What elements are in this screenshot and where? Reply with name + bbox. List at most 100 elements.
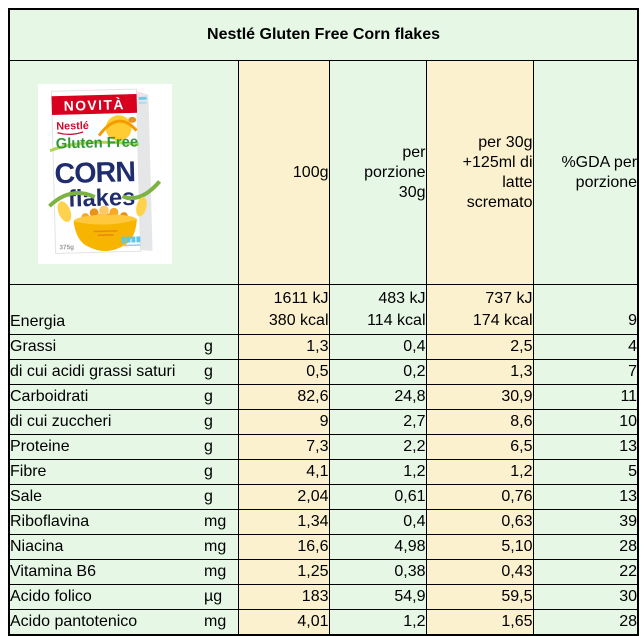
nutrient-label: Riboflavina mg (8, 509, 239, 535)
nutrient-row-carboidrati: Carboidrati g 82,6 24,8 30,9 11 (8, 384, 639, 410)
nutrient-row-grassi: Grassi g 1,3 0,4 2,5 4 (8, 334, 639, 360)
value-portion: 4,98 (328, 534, 427, 560)
nutrient-label: Carboidrati g (8, 384, 239, 410)
value-100g: 9 (237, 409, 330, 435)
value-gda: 7 (532, 359, 639, 385)
value-100g: 4,01 (237, 609, 330, 636)
cereal-bowl-illustration (73, 214, 137, 252)
nutrient-unit: mg (204, 563, 227, 580)
nutrient-name: Proteine (10, 438, 70, 455)
value-portion-milk: 59,5 (425, 584, 534, 610)
value-gda: 10 (532, 409, 639, 435)
value-portion: 1,2 (328, 609, 427, 636)
nutrition-table: Nestlé Gluten Free Corn flakes (8, 8, 640, 636)
product-image-cell: NOVITÀ Nestlé Gluten Free CORN flak (8, 60, 239, 285)
value-portion-milk: 0,43 (425, 559, 534, 585)
nutrient-name: Energia (10, 313, 66, 330)
pack-weight: 375g (59, 244, 74, 251)
value-100g: 1,25 (237, 559, 330, 585)
nutrient-unit: g (204, 388, 213, 405)
column-header-100g: 100g (237, 60, 330, 285)
value-portion-milk: 0,63 (425, 509, 534, 535)
nutrient-row-fibre: Fibre g 4,1 1,2 1,2 5 (8, 459, 639, 485)
nutrient-unit: g (204, 488, 213, 505)
value-gda: 4 (532, 334, 639, 360)
product-name-corn: CORN (54, 156, 135, 190)
value-portion: 2,7 (328, 409, 427, 435)
value-gda: 28 (532, 609, 639, 636)
nutrient-row-acido-pantotenico: Acido pantotenico mg 4,01 1,2 1,65 28 (8, 609, 639, 636)
nutrient-label: Vitamina B6 mg (8, 559, 239, 585)
flake-illustration (128, 116, 137, 123)
nutrient-name: Carboidrati (10, 388, 89, 405)
value-portion-milk: 2,5 (425, 334, 534, 360)
value-gda: 13 (532, 484, 639, 510)
nutrient-label: Acido pantotenico mg (8, 609, 239, 636)
nutrient-name: Niacina (10, 538, 64, 555)
nutrient-row-niacina: Niacina mg 16,6 4,98 5,10 28 (8, 534, 639, 560)
value-portion: 0,38 (328, 559, 427, 585)
nutrient-label: Grassi g (8, 334, 239, 360)
leaf-swoosh (49, 140, 140, 153)
value-portion: 483 kJ 114 kcal (328, 284, 427, 335)
novita-banner-text: NOVITÀ (64, 96, 126, 114)
nutrient-name: Riboflavina (10, 513, 90, 530)
value-100g: 2,04 (237, 484, 330, 510)
box-side-blue-mark (138, 101, 147, 104)
value-portion-milk: 1,3 (425, 359, 534, 385)
value-100g: 0,5 (237, 359, 330, 385)
nutrient-label: Acido folico µg (8, 584, 239, 610)
nutrient-label: Niacina mg (8, 534, 239, 560)
value-portion: 0,4 (328, 509, 427, 535)
value-portion: 1,2 (328, 459, 427, 485)
nutrient-label: Proteine g (8, 434, 239, 460)
nutrient-unit: µg (204, 588, 223, 605)
nestle-logo-underline (57, 131, 84, 135)
nutrient-unit: mg (204, 513, 227, 530)
value-portion-milk: 8,6 (425, 409, 534, 435)
nutrient-label: Fibre g (8, 459, 239, 485)
table-title: Nestlé Gluten Free Corn flakes (8, 8, 639, 61)
value-portion-milk: 737 kJ 174 kcal (425, 284, 534, 335)
value-portion: 0,2 (328, 359, 427, 385)
title-row: Nestlé Gluten Free Corn flakes (8, 8, 639, 61)
nutrient-name: di cui acidi grassi saturi (10, 363, 176, 380)
nutrient-unit: g (204, 413, 213, 430)
sun-swirl (97, 119, 138, 137)
nutrient-unit: g (204, 338, 213, 355)
value-100g: 82,6 (237, 384, 330, 410)
nutrient-name: Acido folico (10, 588, 92, 605)
corn-cob-illustration (136, 196, 147, 217)
nutrient-row-energia: Energia 1611 kJ 380 kcal 483 kJ 114 kcal… (8, 284, 639, 335)
nestle-logo: Nestlé (56, 120, 89, 133)
nutrient-row-riboflavina: Riboflavina mg 1,34 0,4 0,63 39 (8, 509, 639, 535)
column-header-gda: %GDA per porzione (532, 60, 639, 285)
value-gda: 30 (532, 584, 639, 610)
value-portion: 2,2 (328, 434, 427, 460)
nutrient-label: di cui acidi grassi saturi g (8, 359, 239, 385)
nutrient-unit: g (204, 463, 213, 480)
value-gda: 13 (532, 434, 639, 460)
value-gda: 5 (532, 459, 639, 485)
nutrient-row-sale: Sale g 2,04 0,61 0,76 13 (8, 484, 639, 510)
value-gda: 11 (532, 384, 639, 410)
gda-thumbnails (121, 236, 141, 247)
header-row: NOVITÀ Nestlé Gluten Free CORN flak (8, 60, 639, 285)
leaf-illustration (48, 191, 96, 208)
value-portion: 0,4 (328, 334, 427, 360)
value-portion-milk: 30,9 (425, 384, 534, 410)
nutrient-name: di cui zuccheri (10, 413, 112, 430)
nutrient-row-vitamina-b6: Vitamina B6 mg 1,25 0,38 0,43 22 (8, 559, 639, 585)
value-portion-milk: 6,5 (425, 434, 534, 460)
nutrient-label: di cui zuccheri g (8, 409, 239, 435)
value-100g: 4,1 (237, 459, 330, 485)
nutrient-name: Acido pantotenico (10, 613, 138, 630)
nutrient-label: Energia (8, 284, 239, 335)
product-name-gluten-free: Gluten Free (56, 134, 139, 152)
nutrient-name: Fibre (10, 463, 47, 480)
column-header-per-portion: per porzione 30g (328, 60, 427, 285)
nutrient-label: Sale g (8, 484, 239, 510)
nutrient-unit: mg (204, 538, 227, 555)
nutrient-name: Grassi (10, 338, 57, 355)
